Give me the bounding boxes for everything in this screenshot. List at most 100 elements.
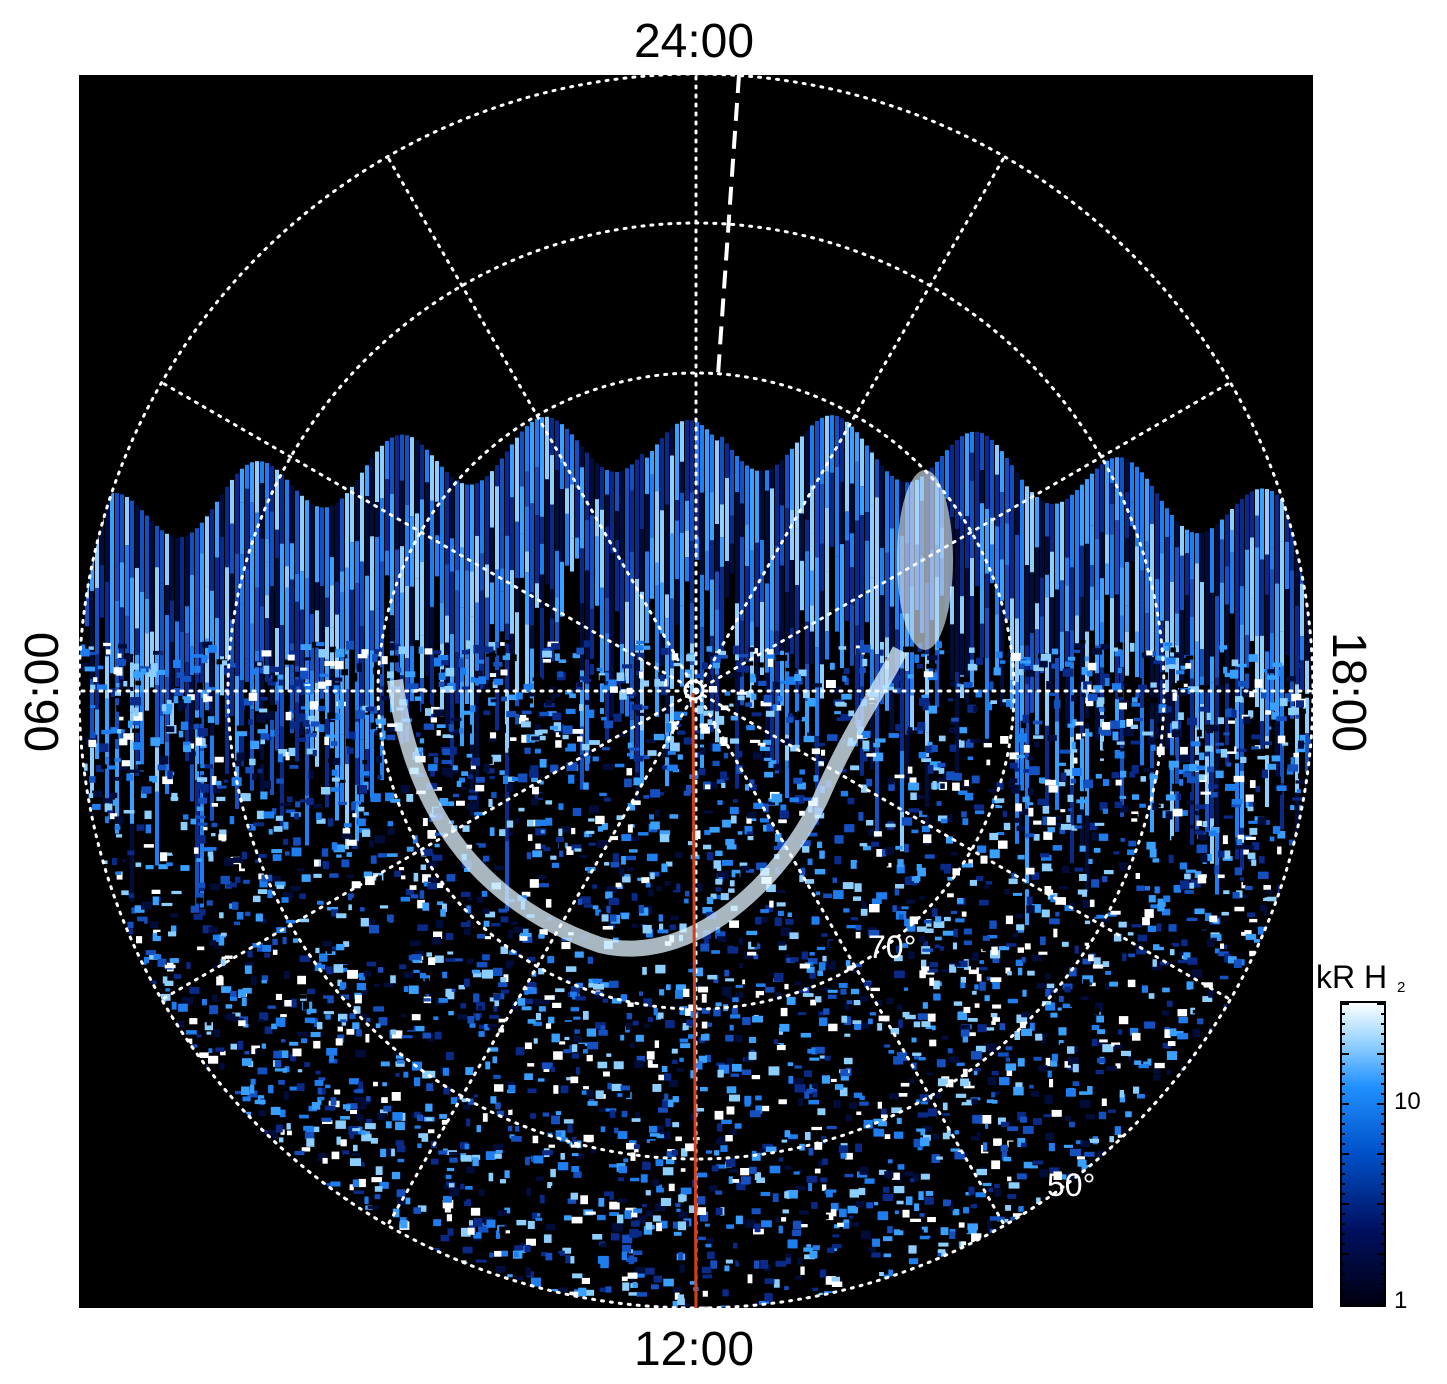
emission-speckle [861, 784, 868, 793]
emission-speckle [521, 710, 532, 715]
emission-speckle [734, 1123, 742, 1129]
emission-streak [455, 480, 459, 571]
emission-speckle [252, 773, 257, 780]
emission-speckle [500, 669, 508, 676]
emission-speckle [669, 1079, 678, 1087]
emission-streak [705, 550, 709, 591]
emission-speckle [301, 1038, 308, 1044]
emission-speckle [803, 797, 814, 801]
emission-speckle [300, 670, 308, 679]
emission-speckle [717, 1069, 724, 1078]
emission-speckle [1175, 670, 1185, 675]
emission-speckle [462, 825, 470, 832]
emission-streak [510, 497, 514, 571]
emission-streak [840, 623, 844, 669]
emission-speckle [594, 991, 604, 995]
emission-streak [1105, 534, 1109, 564]
emission-speckle [430, 717, 437, 723]
emission-speckle [365, 1131, 371, 1136]
emission-speckle [887, 1226, 893, 1234]
emission-speckle [629, 1196, 634, 1202]
emission-speckle [1298, 773, 1308, 779]
emission-speckle [1051, 1053, 1058, 1062]
emission-speckle [896, 1117, 902, 1124]
emission-speckle [356, 663, 362, 672]
emission-speckle [470, 1207, 481, 1216]
emission-speckle [831, 1078, 837, 1082]
emission-speckle [573, 1171, 582, 1178]
emission-streak [835, 466, 839, 557]
emission-speckle [400, 1151, 411, 1160]
emission-streak [125, 545, 129, 616]
emission-speckle [1017, 1138, 1026, 1147]
emission-speckle [1045, 973, 1051, 980]
emission-speckle [346, 1103, 358, 1110]
emission-speckle [208, 1055, 219, 1064]
emission-speckle [847, 1205, 858, 1214]
emission-speckle [1013, 1086, 1024, 1096]
emission-streak [1045, 597, 1049, 659]
emission-speckle [618, 1166, 627, 1174]
emission-speckle [414, 696, 422, 701]
emission-streak [300, 609, 304, 696]
emission-speckle [773, 763, 782, 771]
emission-speckle [450, 717, 462, 722]
emission-speckle [967, 1018, 978, 1022]
emission-speckle [753, 954, 759, 960]
emission-streak [525, 572, 529, 625]
emission-speckle [755, 916, 762, 925]
emission-streak [655, 491, 659, 563]
emission-speckle [1091, 832, 1098, 841]
emission-speckle [1067, 1057, 1079, 1066]
emission-speckle [986, 976, 991, 981]
emission-speckle [279, 1050, 289, 1058]
emission-streak [1170, 791, 1174, 817]
emission-speckle [595, 1022, 606, 1030]
emission-speckle [565, 1254, 570, 1264]
emission-speckle [993, 1138, 1002, 1146]
emission-streak [285, 667, 289, 690]
emission-speckle [603, 830, 611, 839]
emission-speckle [992, 956, 1000, 963]
emission-speckle [223, 779, 229, 783]
emission-streak [970, 659, 974, 688]
emission-streak [235, 473, 239, 554]
emission-speckle [433, 1016, 439, 1020]
emission-speckle [604, 1191, 614, 1200]
emission-speckle [300, 706, 306, 710]
emission-streak [370, 536, 374, 611]
emission-speckle [1130, 1027, 1139, 1036]
emission-speckle [1014, 1031, 1020, 1040]
emission-streak [785, 454, 789, 509]
emission-streak [360, 739, 364, 779]
emission-streak [300, 571, 304, 610]
emission-speckle [294, 1150, 305, 1156]
emission-streak [420, 444, 424, 476]
emission-streak [400, 546, 404, 593]
emission-streak [330, 505, 334, 558]
emission-streak [1000, 451, 1004, 493]
emission-streak [1285, 589, 1289, 656]
emission-streak [240, 680, 244, 767]
emission-speckle [660, 674, 665, 682]
emission-streak [855, 461, 859, 521]
emission-streak [320, 586, 324, 656]
emission-speckle [575, 982, 583, 989]
emission-speckle [363, 812, 369, 816]
emission-speckle [438, 1150, 448, 1155]
emission-speckle [313, 993, 324, 999]
emission-speckle [381, 656, 388, 665]
emission-speckle [647, 1017, 654, 1023]
emission-streak [655, 585, 659, 663]
emission-speckle [871, 1252, 881, 1258]
emission-streak [215, 617, 219, 663]
emission-speckle [1049, 918, 1060, 925]
emission-streak [485, 505, 489, 541]
emission-speckle [884, 1044, 891, 1048]
emission-speckle [779, 1023, 790, 1032]
emission-streak [1020, 561, 1024, 646]
emission-speckle [424, 1056, 435, 1063]
emission-streak [770, 488, 774, 559]
emission-speckle [1251, 859, 1257, 866]
emission-speckle [153, 650, 162, 655]
